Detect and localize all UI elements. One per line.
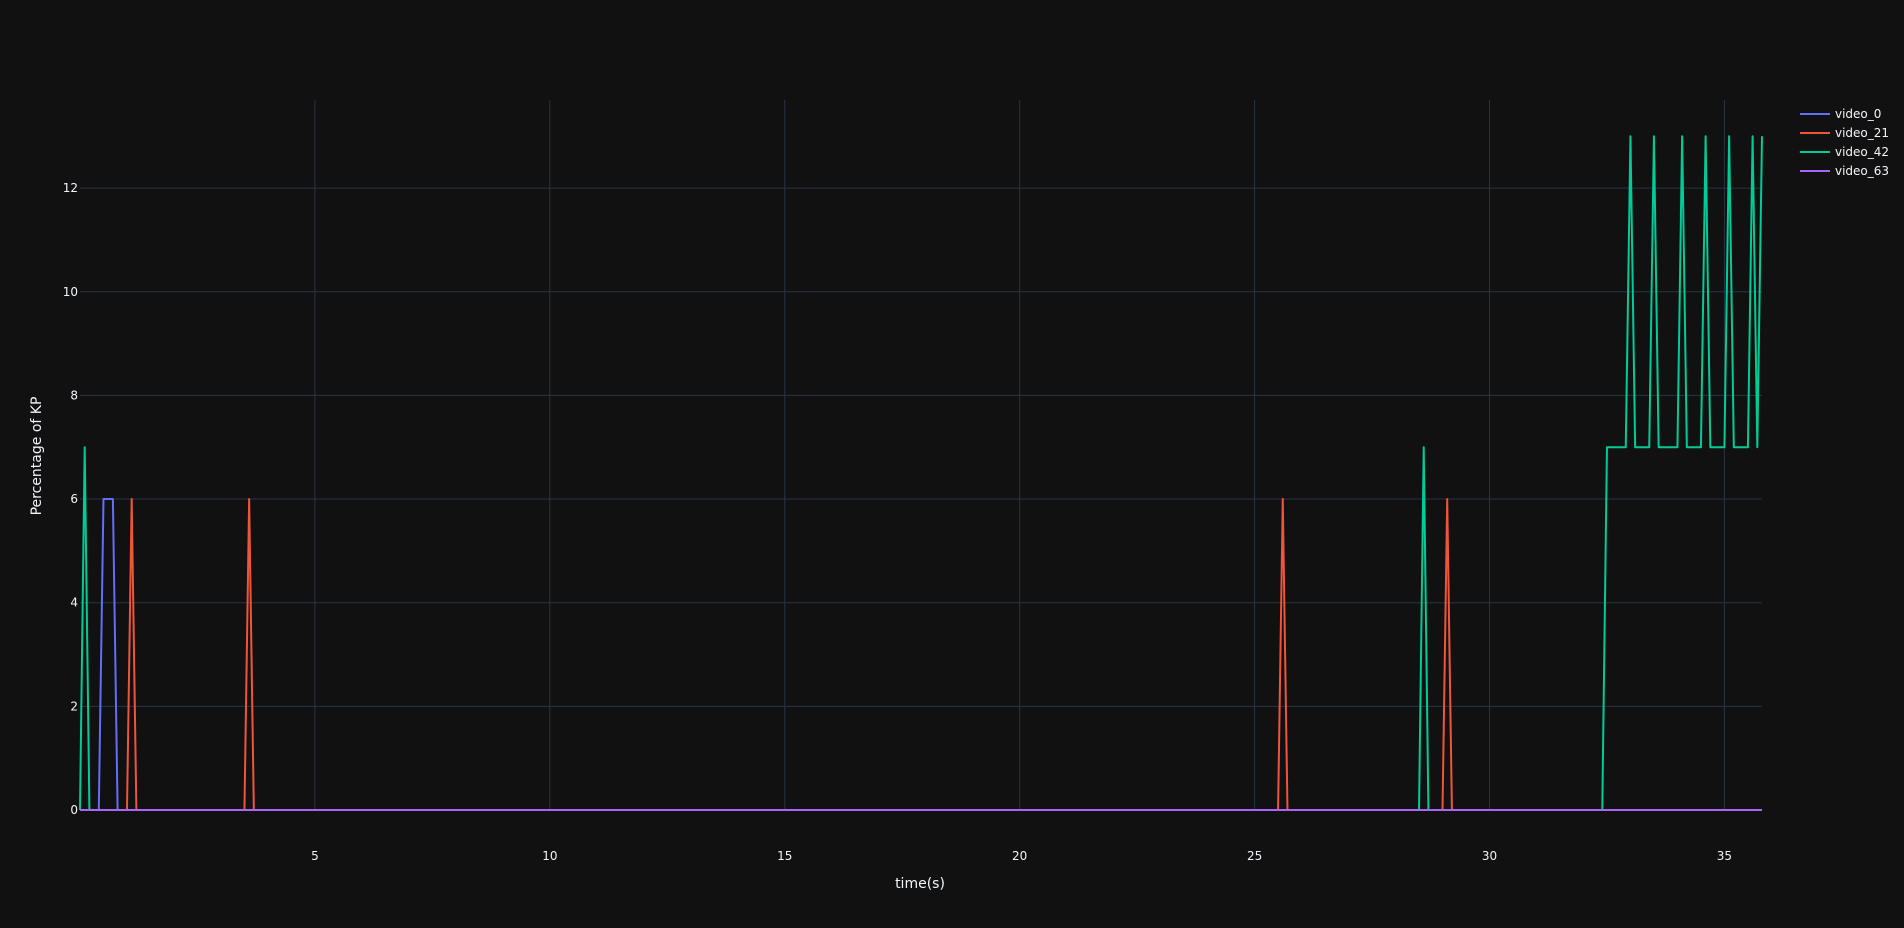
y-tick-label: 10 [63,285,78,299]
x-tick-label: 5 [311,849,319,863]
legend-label: video_42 [1835,145,1889,159]
legend: video_0 video_21 video_42 video_63 [1800,107,1889,178]
y-axis-title: Percentage of KP [29,397,45,516]
y-axis-ticks: 0 2 4 6 8 10 12 [63,181,78,817]
y-tick-label: 2 [70,699,78,713]
legend-item[interactable]: video_21 [1800,126,1889,140]
legend-item[interactable]: video_42 [1800,145,1889,159]
y-tick-label: 8 [70,388,78,402]
y-tick-label: 6 [70,492,78,506]
legend-item[interactable]: video_63 [1800,164,1889,178]
x-tick-label: 10 [542,849,557,863]
x-axis-title: time(s) [895,876,945,892]
x-tick-label: 20 [1012,849,1027,863]
legend-item[interactable]: video_0 [1800,107,1881,121]
x-tick-label: 35 [1717,849,1732,863]
series-line-video-42 [79,135,1763,811]
legend-label: video_63 [1835,164,1889,178]
y-tick-label: 12 [63,181,78,195]
x-axis-ticks: 5 10 15 20 25 30 35 [311,849,1732,863]
series-lines [79,135,1763,811]
x-tick-label: 15 [777,849,792,863]
legend-label: video_21 [1835,126,1889,140]
x-tick-label: 30 [1482,849,1497,863]
y-tick-label: 0 [70,803,78,817]
x-tick-label: 25 [1247,849,1262,863]
legend-label: video_0 [1835,107,1881,121]
y-tick-label: 4 [70,596,78,610]
